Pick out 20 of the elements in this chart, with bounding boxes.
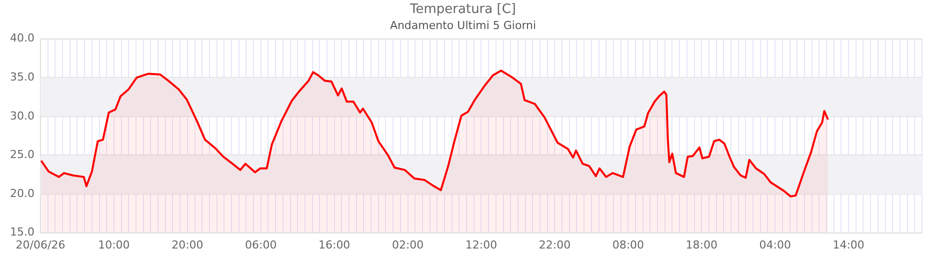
x-tick-label: 20:00 xyxy=(172,238,204,252)
x-tick-label: 14:00 xyxy=(832,238,864,252)
x-tick-label: 16:00 xyxy=(318,238,350,252)
y-tick-label: 25.0 xyxy=(10,148,34,162)
x-tick-label: 04:00 xyxy=(759,238,791,252)
chart-subtitle: Andamento Ultimi 5 Giorni xyxy=(390,19,536,32)
y-tick-label: 40.0 xyxy=(10,32,34,45)
y-tick-label: 35.0 xyxy=(10,70,34,84)
x-tick-label: 08:00 xyxy=(612,238,644,252)
y-tick-label: 30.0 xyxy=(10,109,34,122)
x-tick-label: 22:00 xyxy=(538,238,571,252)
chart-title: Temperatura [C] xyxy=(409,2,516,18)
x-tick-label: 18:00 xyxy=(686,238,718,252)
x-tick-label: 20/06/26 xyxy=(16,238,66,252)
y-tick-label: 20.0 xyxy=(10,186,34,200)
x-tick-label: 02:00 xyxy=(392,238,424,252)
x-tick-label: 12:00 xyxy=(465,238,498,252)
y-tick-label: 15.0 xyxy=(10,226,34,239)
x-tick-label: 06:00 xyxy=(245,238,277,252)
x-tick-label: 10:00 xyxy=(98,238,130,252)
